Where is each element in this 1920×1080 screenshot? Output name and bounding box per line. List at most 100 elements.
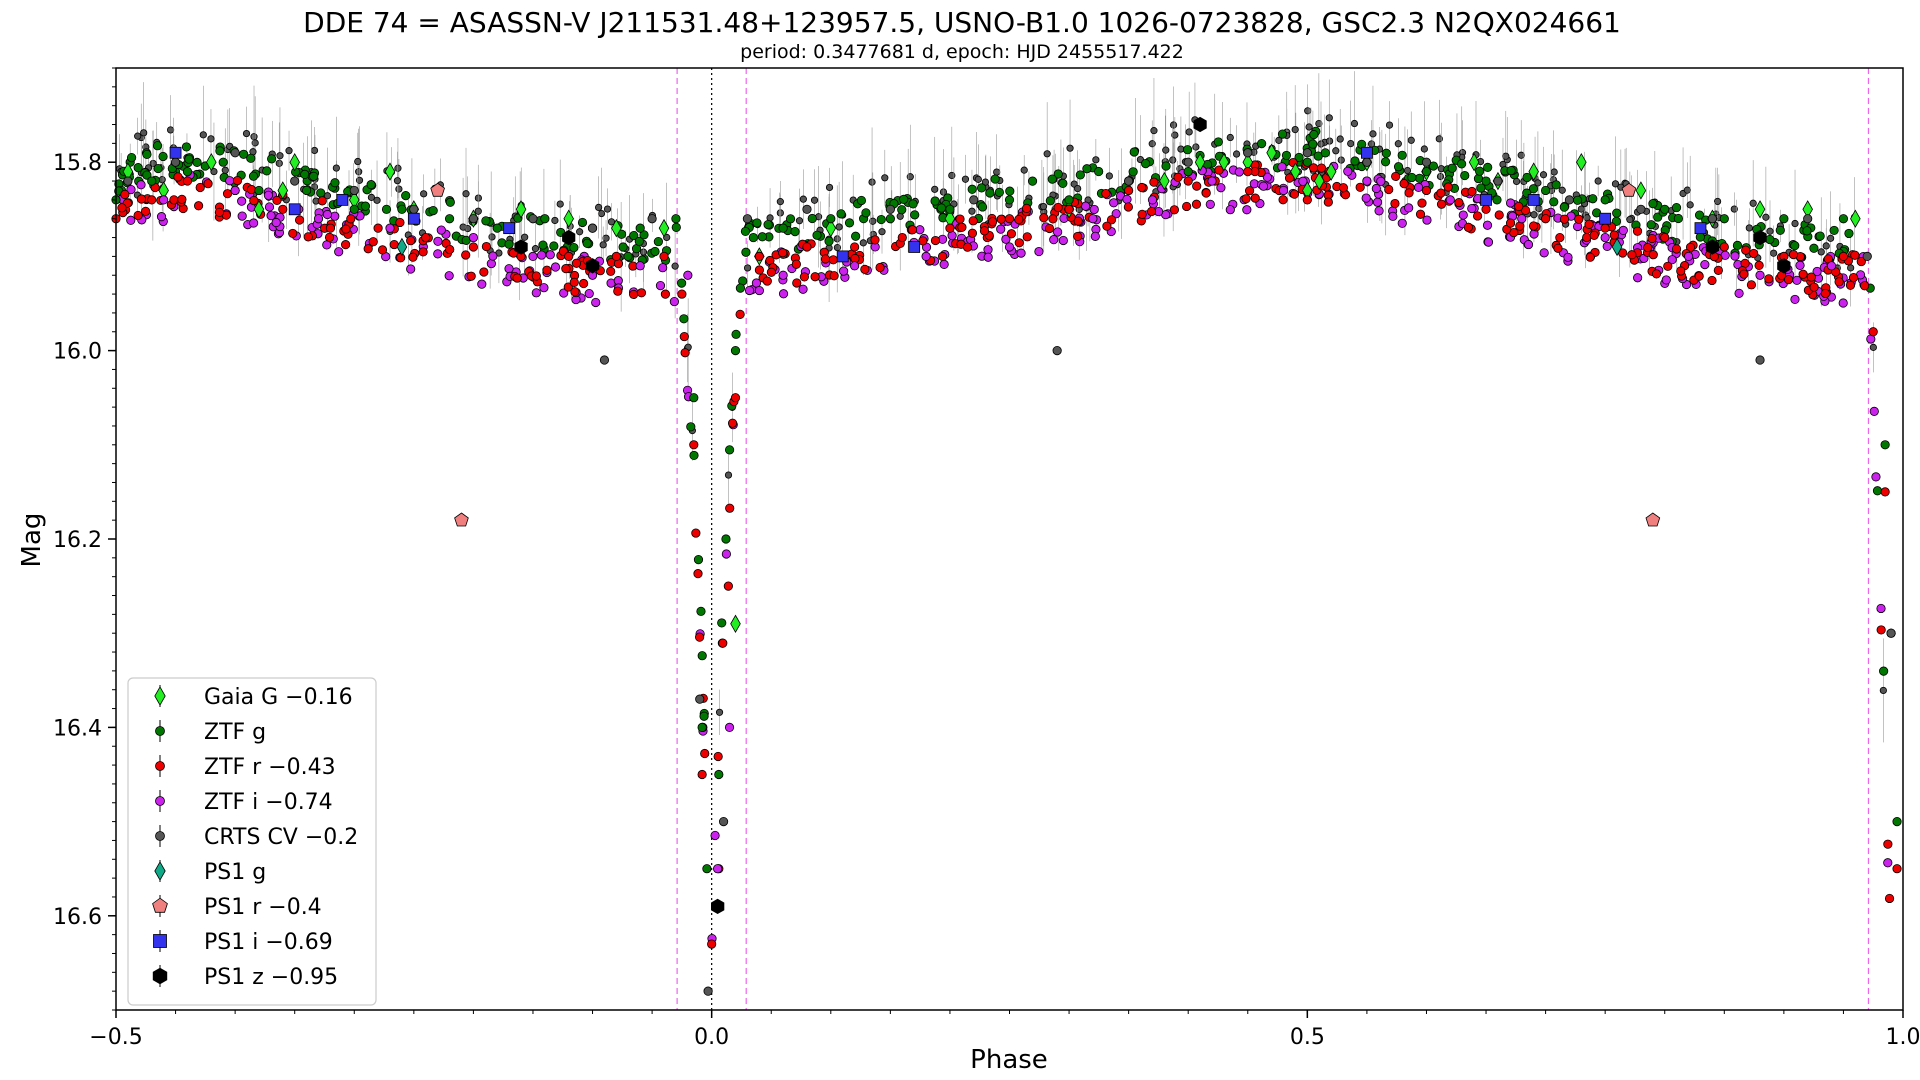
data-point-ps1-i-0-69	[336, 193, 349, 206]
legend-label: ZTF r −0.43	[204, 755, 336, 780]
data-point-ztf-i-0-74	[159, 195, 169, 205]
data-point	[1820, 288, 1831, 299]
data-point-ztf-i-0-74	[1088, 214, 1098, 224]
data-point-ztf-g	[778, 223, 788, 233]
data-point	[735, 283, 746, 293]
data-point	[1384, 184, 1394, 195]
data-point	[1403, 166, 1412, 175]
data-point	[366, 180, 376, 190]
data-point-crts-cv-0-2	[1362, 157, 1372, 167]
data-point	[1284, 173, 1295, 183]
data-point	[322, 240, 332, 250]
data-point	[1337, 156, 1345, 164]
data-point	[996, 224, 1006, 234]
data-point-ztf-i-0-74	[528, 251, 538, 261]
data-point	[1137, 182, 1147, 193]
data-point	[1391, 171, 1401, 182]
data-point	[536, 250, 547, 260]
data-point-ztf-r-0-43	[1004, 214, 1015, 224]
legend-label: PS1 g	[204, 860, 266, 885]
data-point	[718, 638, 728, 648]
data-point-ztf-r-0-43	[730, 393, 741, 403]
data-point-ztf-r-0-43	[182, 176, 193, 186]
data-point	[1232, 150, 1241, 158]
data-point	[545, 250, 555, 260]
data-point	[1765, 234, 1775, 245]
data-point	[990, 174, 1000, 184]
data-point	[1695, 232, 1705, 242]
data-point	[897, 205, 907, 215]
data-point	[710, 830, 720, 841]
data-point	[395, 217, 405, 228]
data-point	[561, 264, 571, 274]
data-point	[776, 198, 784, 206]
data-point	[1713, 265, 1723, 275]
data-point	[445, 244, 455, 255]
data-point	[735, 309, 745, 319]
data-point	[602, 234, 610, 242]
data-point	[613, 286, 623, 296]
data-point	[1671, 202, 1682, 213]
data-point	[193, 201, 204, 211]
data-point	[477, 279, 487, 289]
data-point-ztf-g	[1719, 214, 1729, 224]
data-point	[288, 228, 298, 239]
data-point	[195, 182, 205, 193]
data-point	[1094, 166, 1104, 177]
data-point	[1683, 186, 1691, 194]
data-point	[1039, 213, 1049, 223]
data-point	[981, 178, 990, 186]
chart-subtitle: period: 0.3477681 d, epoch: HJD 2455517.…	[740, 41, 1184, 63]
data-point	[394, 164, 402, 172]
data-point	[974, 175, 982, 183]
data-point	[1381, 148, 1391, 158]
data-point-crts-cv-0-2	[1636, 204, 1646, 214]
data-point-ztf-i-0-74	[713, 864, 723, 874]
data-point	[937, 251, 948, 262]
data-point-ztf-i-0-74	[313, 214, 324, 224]
data-point	[597, 209, 606, 218]
data-point	[360, 201, 371, 211]
data-point	[828, 255, 838, 265]
data-point	[559, 288, 569, 298]
data-point	[531, 245, 540, 253]
data-point-ztf-g	[1481, 176, 1491, 186]
data-point	[1169, 121, 1178, 129]
data-point	[1514, 201, 1524, 212]
data-point	[158, 176, 166, 184]
data-point-ztf-g	[444, 214, 455, 224]
data-point-crts-cv-0-2	[599, 355, 610, 365]
data-point	[1879, 686, 1887, 695]
data-point	[1551, 180, 1561, 190]
data-point	[1447, 163, 1457, 173]
data-point	[474, 207, 482, 215]
data-point	[1137, 209, 1147, 219]
data-point	[1749, 199, 1757, 207]
data-point-gaia-g-0-16	[825, 218, 837, 238]
data-point-ztf-i-0-74	[778, 270, 788, 280]
data-point	[918, 236, 928, 246]
data-point-ztf-i-0-74	[1517, 214, 1527, 224]
data-point	[1226, 133, 1234, 142]
data-point	[961, 175, 970, 183]
data-point	[833, 243, 842, 252]
data-point	[133, 163, 143, 173]
data-point	[979, 226, 990, 236]
data-point	[1686, 201, 1694, 209]
data-point	[367, 193, 376, 201]
data-point-ztf-g	[748, 232, 758, 243]
data-point-crts-cv-0-2	[1421, 157, 1432, 167]
data-point	[1073, 231, 1083, 242]
data-point	[199, 131, 207, 139]
data-point	[1848, 272, 1859, 283]
data-point	[875, 262, 885, 273]
data-point	[671, 262, 679, 270]
data-point	[1766, 227, 1774, 235]
data-point	[1393, 162, 1404, 172]
data-point	[1775, 225, 1785, 235]
data-point	[740, 226, 751, 237]
data-point-ztf-g	[182, 167, 193, 177]
data-point	[1517, 151, 1525, 159]
data-point	[1612, 208, 1622, 218]
data-point	[1258, 181, 1269, 191]
